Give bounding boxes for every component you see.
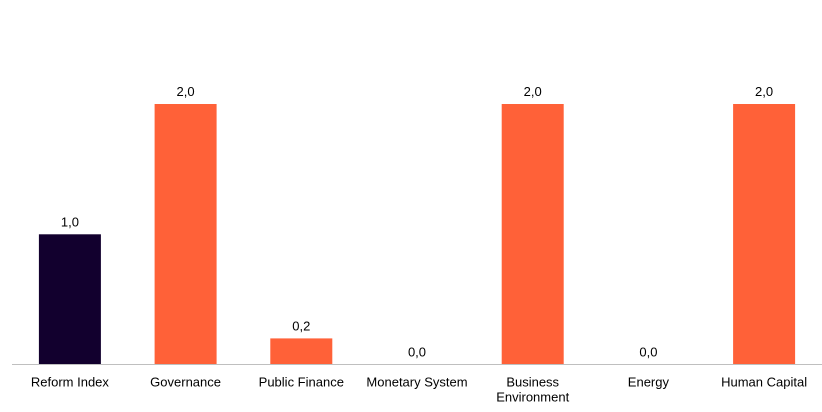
bar-4 — [501, 104, 564, 365]
value-labels-layer: 1,0 2,0 0,2 0,0 2,0 0,0 2,0 — [61, 84, 773, 360]
bar-2 — [270, 338, 333, 365]
x-tick-label-4-line-0: Business — [506, 375, 559, 390]
value-label-0: 1,0 — [61, 214, 79, 229]
x-tick-label-3: Monetary System — [366, 375, 467, 390]
bars-layer — [38, 104, 796, 365]
value-label-6: 2,0 — [755, 84, 773, 99]
x-tick-label-0: Reform Index — [31, 375, 110, 390]
bar-1 — [154, 104, 217, 365]
value-label-2: 0,2 — [292, 318, 310, 333]
value-label-3: 0,0 — [408, 345, 426, 360]
value-label-1: 2,0 — [177, 84, 195, 99]
x-tick-label-6: Human Capital — [721, 375, 807, 390]
bar-6 — [733, 104, 796, 365]
value-label-4: 2,0 — [524, 84, 542, 99]
bar-0 — [38, 234, 101, 365]
x-tick-label-1: Governance — [150, 375, 221, 390]
x-tick-label-5: Energy — [628, 375, 670, 390]
x-tick-labels: Reform Index Governance Public Finance Mone… — [31, 375, 807, 405]
x-tick-label-4-line-1: Environment — [496, 390, 569, 405]
x-tick-label-2: Public Finance — [259, 375, 344, 390]
value-label-5: 0,0 — [639, 345, 657, 360]
